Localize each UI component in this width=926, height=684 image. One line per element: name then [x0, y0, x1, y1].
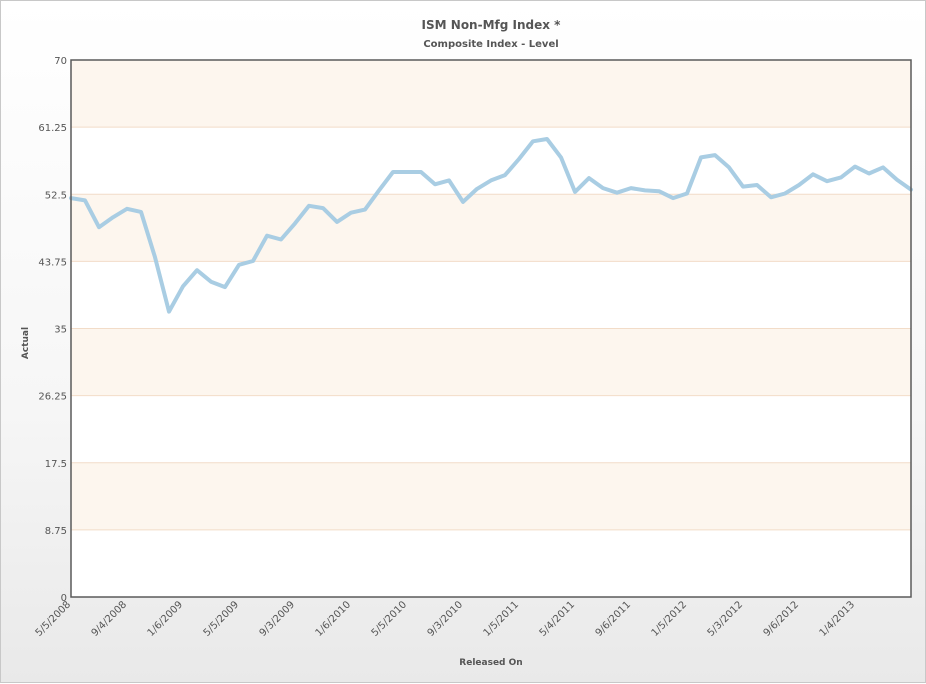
x-tick-label: 1/5/2011	[482, 599, 522, 639]
plot-border	[70, 59, 912, 598]
plot-area	[71, 60, 911, 597]
x-tick-label: 1/5/2012	[650, 599, 690, 639]
x-tick-label: 9/3/2010	[426, 599, 466, 639]
y-axis-label: Actual	[21, 327, 31, 359]
x-tick-label: 1/6/2009	[146, 599, 186, 639]
y-tick-label: 52.5	[45, 190, 67, 201]
x-tick-label: 9/6/2011	[594, 599, 634, 639]
y-tick-label: 26.25	[38, 392, 67, 403]
y-tick-label: 35	[54, 325, 67, 336]
y-tick-label: 0	[61, 593, 67, 604]
y-axis-ticks: 0 8.75 17.5 26.25 35 43.75 52.5 61.25 70	[38, 56, 67, 604]
grid-band	[71, 60, 911, 128]
grid-band	[71, 462, 911, 530]
y-tick-label: 17.5	[45, 459, 67, 470]
series-layer	[69, 137, 913, 314]
x-tick-label: 5/3/2012	[706, 599, 746, 639]
x-tick-label: 9/4/2008	[90, 599, 130, 639]
x-axis-label: Released On	[459, 658, 522, 668]
x-tick-label: 1/6/2010	[314, 599, 354, 639]
y-tick-label: 61.25	[38, 123, 67, 134]
y-tick-label: 8.75	[45, 526, 67, 537]
x-tick-label: 5/4/2011	[538, 599, 578, 639]
x-tick-label: 5/5/2008	[34, 599, 74, 639]
y-tick-label: 70	[54, 56, 67, 67]
x-tick-label: 1/4/2013	[818, 599, 858, 639]
series-line	[69, 137, 913, 314]
grid-band	[71, 328, 911, 396]
x-tick-label: 9/3/2009	[258, 599, 298, 639]
x-tick-label: 9/6/2012	[762, 599, 802, 639]
y-tick-label: 43.75	[38, 257, 67, 268]
chart-title: ISM Non-Mfg Index *	[422, 18, 562, 32]
x-axis-ticks: 5/5/2008 9/4/2008 1/6/2009 5/5/2009 9/3/2009…	[34, 599, 858, 639]
x-tick-label: 5/5/2009	[202, 599, 242, 639]
x-tick-label: 5/5/2010	[370, 599, 410, 639]
grid-band	[71, 194, 911, 262]
chart-subtitle: Composite Index - Level	[423, 39, 558, 50]
